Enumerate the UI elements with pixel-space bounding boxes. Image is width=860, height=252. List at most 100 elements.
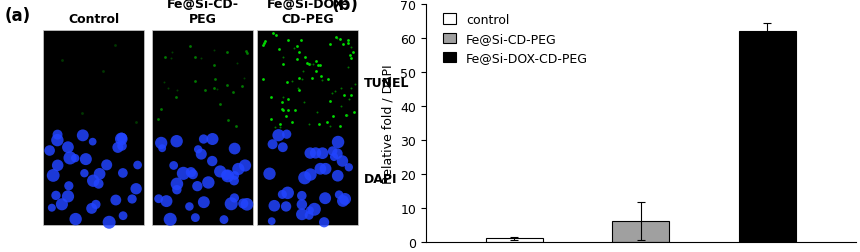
Point: [170, 89, 184, 93]
Y-axis label: Relative fold / DAPI: Relative fold / DAPI: [382, 64, 395, 183]
Point: [219, 173, 233, 177]
Point: [86, 179, 100, 183]
Point: [280, 81, 294, 85]
Point: [61, 195, 75, 199]
Point: [335, 159, 349, 163]
Point: [239, 50, 253, 54]
Point: [322, 43, 336, 47]
Point: [220, 51, 234, 55]
Point: [158, 56, 172, 60]
Point: [102, 220, 116, 224]
Point: [51, 139, 64, 143]
Point: [51, 133, 64, 137]
Point: [267, 32, 280, 36]
Text: (a): (a): [4, 7, 30, 25]
Text: TUNEL: TUNEL: [364, 77, 409, 90]
Point: [129, 121, 143, 125]
Point: [320, 121, 334, 125]
Point: [212, 103, 226, 107]
Point: [89, 203, 103, 207]
Point: [100, 163, 114, 167]
Point: [62, 184, 76, 188]
Point: [77, 172, 91, 176]
Point: [286, 121, 299, 125]
Point: [46, 174, 60, 178]
Text: Control: Control: [68, 13, 120, 26]
Point: [79, 158, 93, 162]
Point: [164, 57, 178, 61]
Point: [316, 151, 329, 155]
Point: [259, 40, 273, 44]
Point: [336, 43, 350, 47]
Point: [228, 174, 242, 178]
Point: [184, 171, 198, 175]
Point: [76, 134, 89, 138]
Point: [298, 56, 311, 60]
Point: [331, 140, 345, 144]
Point: [310, 110, 324, 114]
Point: [194, 57, 207, 61]
Point: [266, 143, 280, 147]
Point: [208, 78, 222, 82]
Point: [331, 174, 345, 178]
Point: [197, 137, 211, 141]
Point: [342, 98, 356, 102]
Point: [292, 77, 306, 81]
Point: [276, 96, 290, 100]
Point: [169, 96, 182, 100]
Point: [332, 193, 346, 197]
Bar: [486, 239, 543, 242]
Bar: [739, 32, 796, 242]
Point: [308, 207, 322, 211]
Point: [348, 82, 362, 86]
Point: [322, 78, 335, 82]
Point: [230, 124, 243, 128]
Point: [304, 151, 317, 155]
Point: [163, 217, 177, 222]
Point: [156, 147, 169, 151]
Point: [169, 140, 183, 144]
Point: [302, 122, 316, 127]
Point: [315, 75, 329, 79]
Point: [92, 182, 106, 186]
Point: [198, 89, 212, 93]
Point: [306, 63, 320, 67]
Point: [304, 76, 318, 80]
Point: [325, 91, 339, 96]
Point: [116, 171, 130, 175]
Point: [344, 93, 358, 97]
Point: [309, 59, 322, 63]
Point: [69, 217, 83, 221]
Point: [303, 62, 316, 66]
Point: [151, 197, 165, 201]
Point: [111, 146, 125, 150]
Point: [314, 167, 328, 171]
Point: [68, 156, 82, 161]
Point: [188, 56, 202, 60]
Point: [297, 101, 310, 105]
Point: [326, 115, 340, 119]
Point: [272, 134, 286, 138]
Point: [257, 42, 271, 46]
Text: Fe@Si-DOX-
CD-PEG: Fe@Si-DOX- CD-PEG: [267, 0, 348, 26]
Point: [211, 87, 224, 91]
Point: [186, 173, 200, 177]
Point: [201, 181, 215, 185]
Point: [338, 197, 352, 201]
Point: [288, 109, 302, 113]
Point: [281, 109, 295, 113]
Point: [157, 80, 171, 84]
Point: [311, 64, 325, 68]
Point: [165, 51, 179, 55]
Point: [206, 159, 219, 163]
Point: [63, 156, 77, 160]
Point: [273, 122, 287, 127]
Point: [108, 44, 122, 48]
Point: [93, 172, 107, 176]
Point: [131, 163, 144, 167]
Point: [221, 119, 235, 123]
Point: [292, 50, 306, 54]
Point: [285, 80, 298, 84]
Point: [49, 194, 63, 198]
Point: [228, 147, 242, 151]
